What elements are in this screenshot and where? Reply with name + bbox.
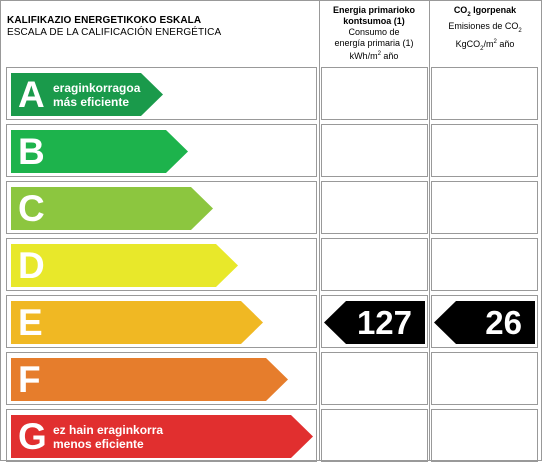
energy-cell-d [321, 238, 428, 291]
energy-value: 127 [356, 304, 412, 341]
rating-row-e: E [6, 295, 317, 348]
rating-letter: E [18, 302, 43, 343]
column-divider [429, 1, 430, 460]
rating-arrow-c: C [11, 187, 213, 230]
energy-cell-f [321, 352, 428, 405]
co2-cell-a [431, 67, 538, 120]
energy-cell-e: 127 [321, 295, 428, 348]
rating-arrow-b: B [11, 130, 188, 173]
co2-cell-g [431, 409, 538, 462]
co2-subtitle: Emisiones de CO2 [448, 20, 522, 34]
scale-header: KALIFIKAZIO ENERGETIKOKO ESKALA ESCALA D… [2, 1, 319, 67]
co2-value-tag: 26 [434, 301, 535, 344]
rating-arrow-d: D [11, 244, 238, 287]
co2-cell-c [431, 181, 538, 234]
rating-letter: G [18, 416, 47, 457]
rating-letter: C [18, 188, 45, 229]
energy-unit: kWh/m2 año [349, 51, 399, 61]
co2-cell-b [431, 124, 538, 177]
rating-letter: A [18, 74, 45, 115]
co2-column-header: CO2 Igorpenak Emisiones de CO2 KgCO2/m2 … [432, 1, 538, 67]
energy-value-tag: 127 [324, 301, 425, 344]
energy-column-header: Energia primarioko kontsumoa (1) Consumo… [321, 1, 427, 67]
rating-letter: D [18, 245, 45, 286]
column-divider [319, 1, 320, 460]
energy-cell-c [321, 181, 428, 234]
energy-cell-a [321, 67, 428, 120]
energy-subtitle-line2: energía primaria (1) [334, 38, 414, 48]
co2-cell-f [431, 352, 538, 405]
co2-cell-d [431, 238, 538, 291]
energy-title-line2: kontsumoa (1) [343, 16, 405, 26]
rating-caption-line1: eraginkorragoa [53, 81, 141, 95]
rating-row-f: F [6, 352, 317, 405]
rating-caption-line1: ez hain eraginkorra [53, 423, 164, 437]
rating-row-b: B [6, 124, 317, 177]
scale-title: KALIFIKAZIO ENERGETIKOKO ESKALA [7, 15, 202, 26]
energy-subtitle-line1: Consumo de [348, 27, 400, 37]
energy-title-line1: Energia primarioko [332, 5, 416, 15]
co2-value: 26 [485, 304, 522, 341]
scale-subtitle: ESCALA DE LA CALIFICACIÓN ENERGÉTICA [7, 27, 222, 38]
co2-cell-e: 26 [431, 295, 538, 348]
rating-arrow-e: E [11, 301, 263, 344]
rating-row-d: D [6, 238, 317, 291]
rating-letter: B [18, 131, 45, 172]
co2-title: CO2 Igorpenak [453, 5, 517, 18]
rating-letter: F [18, 359, 41, 400]
energy-cell-b [321, 124, 428, 177]
co2-unit: KgCO2/m2 año [455, 38, 515, 52]
rating-row-c: C [6, 181, 317, 234]
rating-caption-line2: menos eficiente [53, 437, 144, 451]
rating-caption-line2: más eficiente [53, 95, 130, 109]
energy-cell-g [321, 409, 428, 462]
rating-arrow-f: F [11, 358, 288, 401]
